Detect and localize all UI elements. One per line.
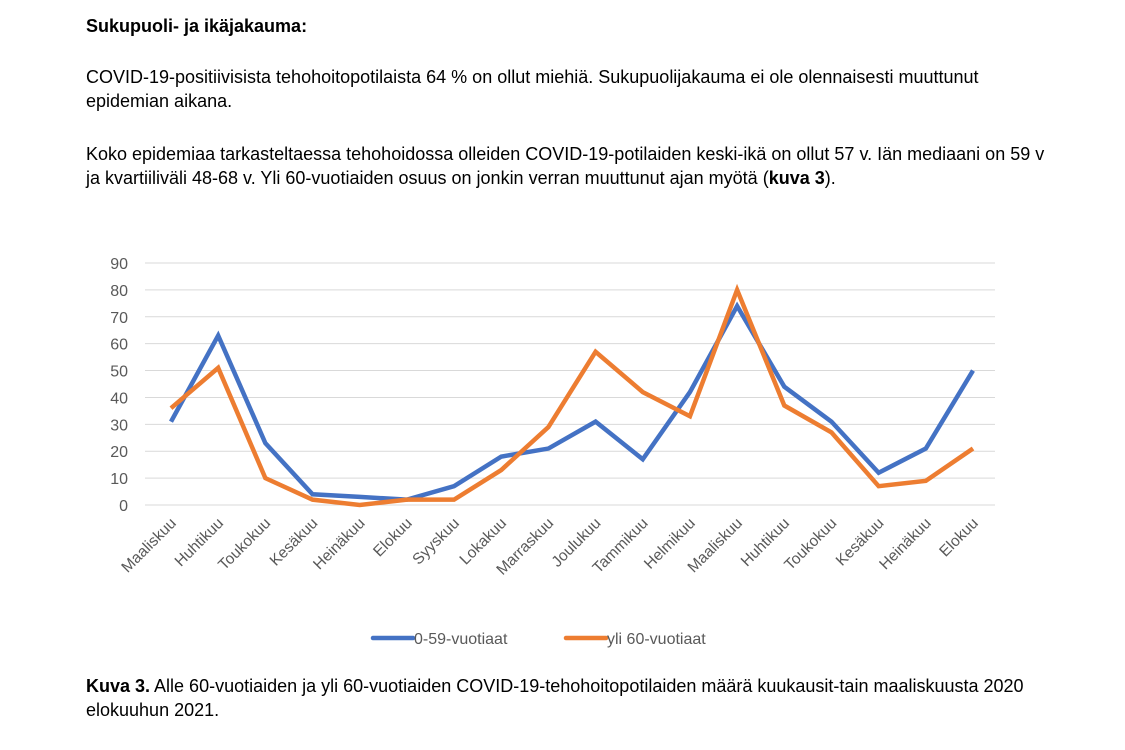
x-tick-label: Elokuu: [936, 515, 982, 561]
legend-label: yli 60-vuotiaat: [607, 631, 706, 648]
x-tick-label: Heinäkuu: [310, 515, 368, 573]
x-tick-label: Elokuu: [370, 515, 416, 561]
series-line-over-60: [169, 283, 975, 508]
y-tick-label: 20: [110, 444, 128, 461]
x-tick-label: Maaliskuu: [118, 515, 179, 576]
y-tick-label: 70: [110, 310, 128, 327]
paragraph-age-text: Koko epidemiaa tarkasteltaessa tehohoido…: [86, 144, 1045, 188]
caption-label: Kuva 3.: [86, 676, 151, 696]
y-tick-label: 0: [119, 498, 128, 515]
y-tick-label: 10: [110, 471, 128, 488]
y-tick-label: 40: [110, 390, 128, 407]
y-tick-label: 60: [110, 337, 128, 354]
x-tick-label: Syyskuu: [409, 515, 462, 568]
figure-caption: Kuva 3. Alle 60-vuotiaiden ja yli 60-vuo…: [86, 674, 1046, 722]
figure-reference: kuva 3: [768, 168, 825, 188]
paragraph-age: Koko epidemiaa tarkasteltaessa tehohoido…: [86, 142, 1046, 190]
y-tick-label: 30: [110, 417, 128, 434]
y-tick-label: 90: [110, 256, 128, 273]
series-line-0-59: [169, 301, 975, 502]
section-heading: Sukupuoli- ja ikäjakauma:: [86, 16, 308, 36]
x-tick-label: Toukokuu: [781, 515, 840, 574]
x-tick-label: Heinäkuu: [876, 515, 934, 573]
legend-label: 0-59-vuotiaat: [414, 631, 508, 648]
paragraph-gender: COVID-19-positiivisista tehohoitopotilai…: [86, 67, 979, 111]
x-tick-label: Toukokuu: [215, 515, 274, 574]
y-tick-label: 50: [110, 364, 128, 381]
y-tick-label: 80: [110, 283, 128, 300]
caption-text: Alle 60-vuotiaiden ja yli 60-vuotiaiden …: [86, 676, 1024, 720]
paragraph-age-end: ).: [824, 168, 836, 188]
